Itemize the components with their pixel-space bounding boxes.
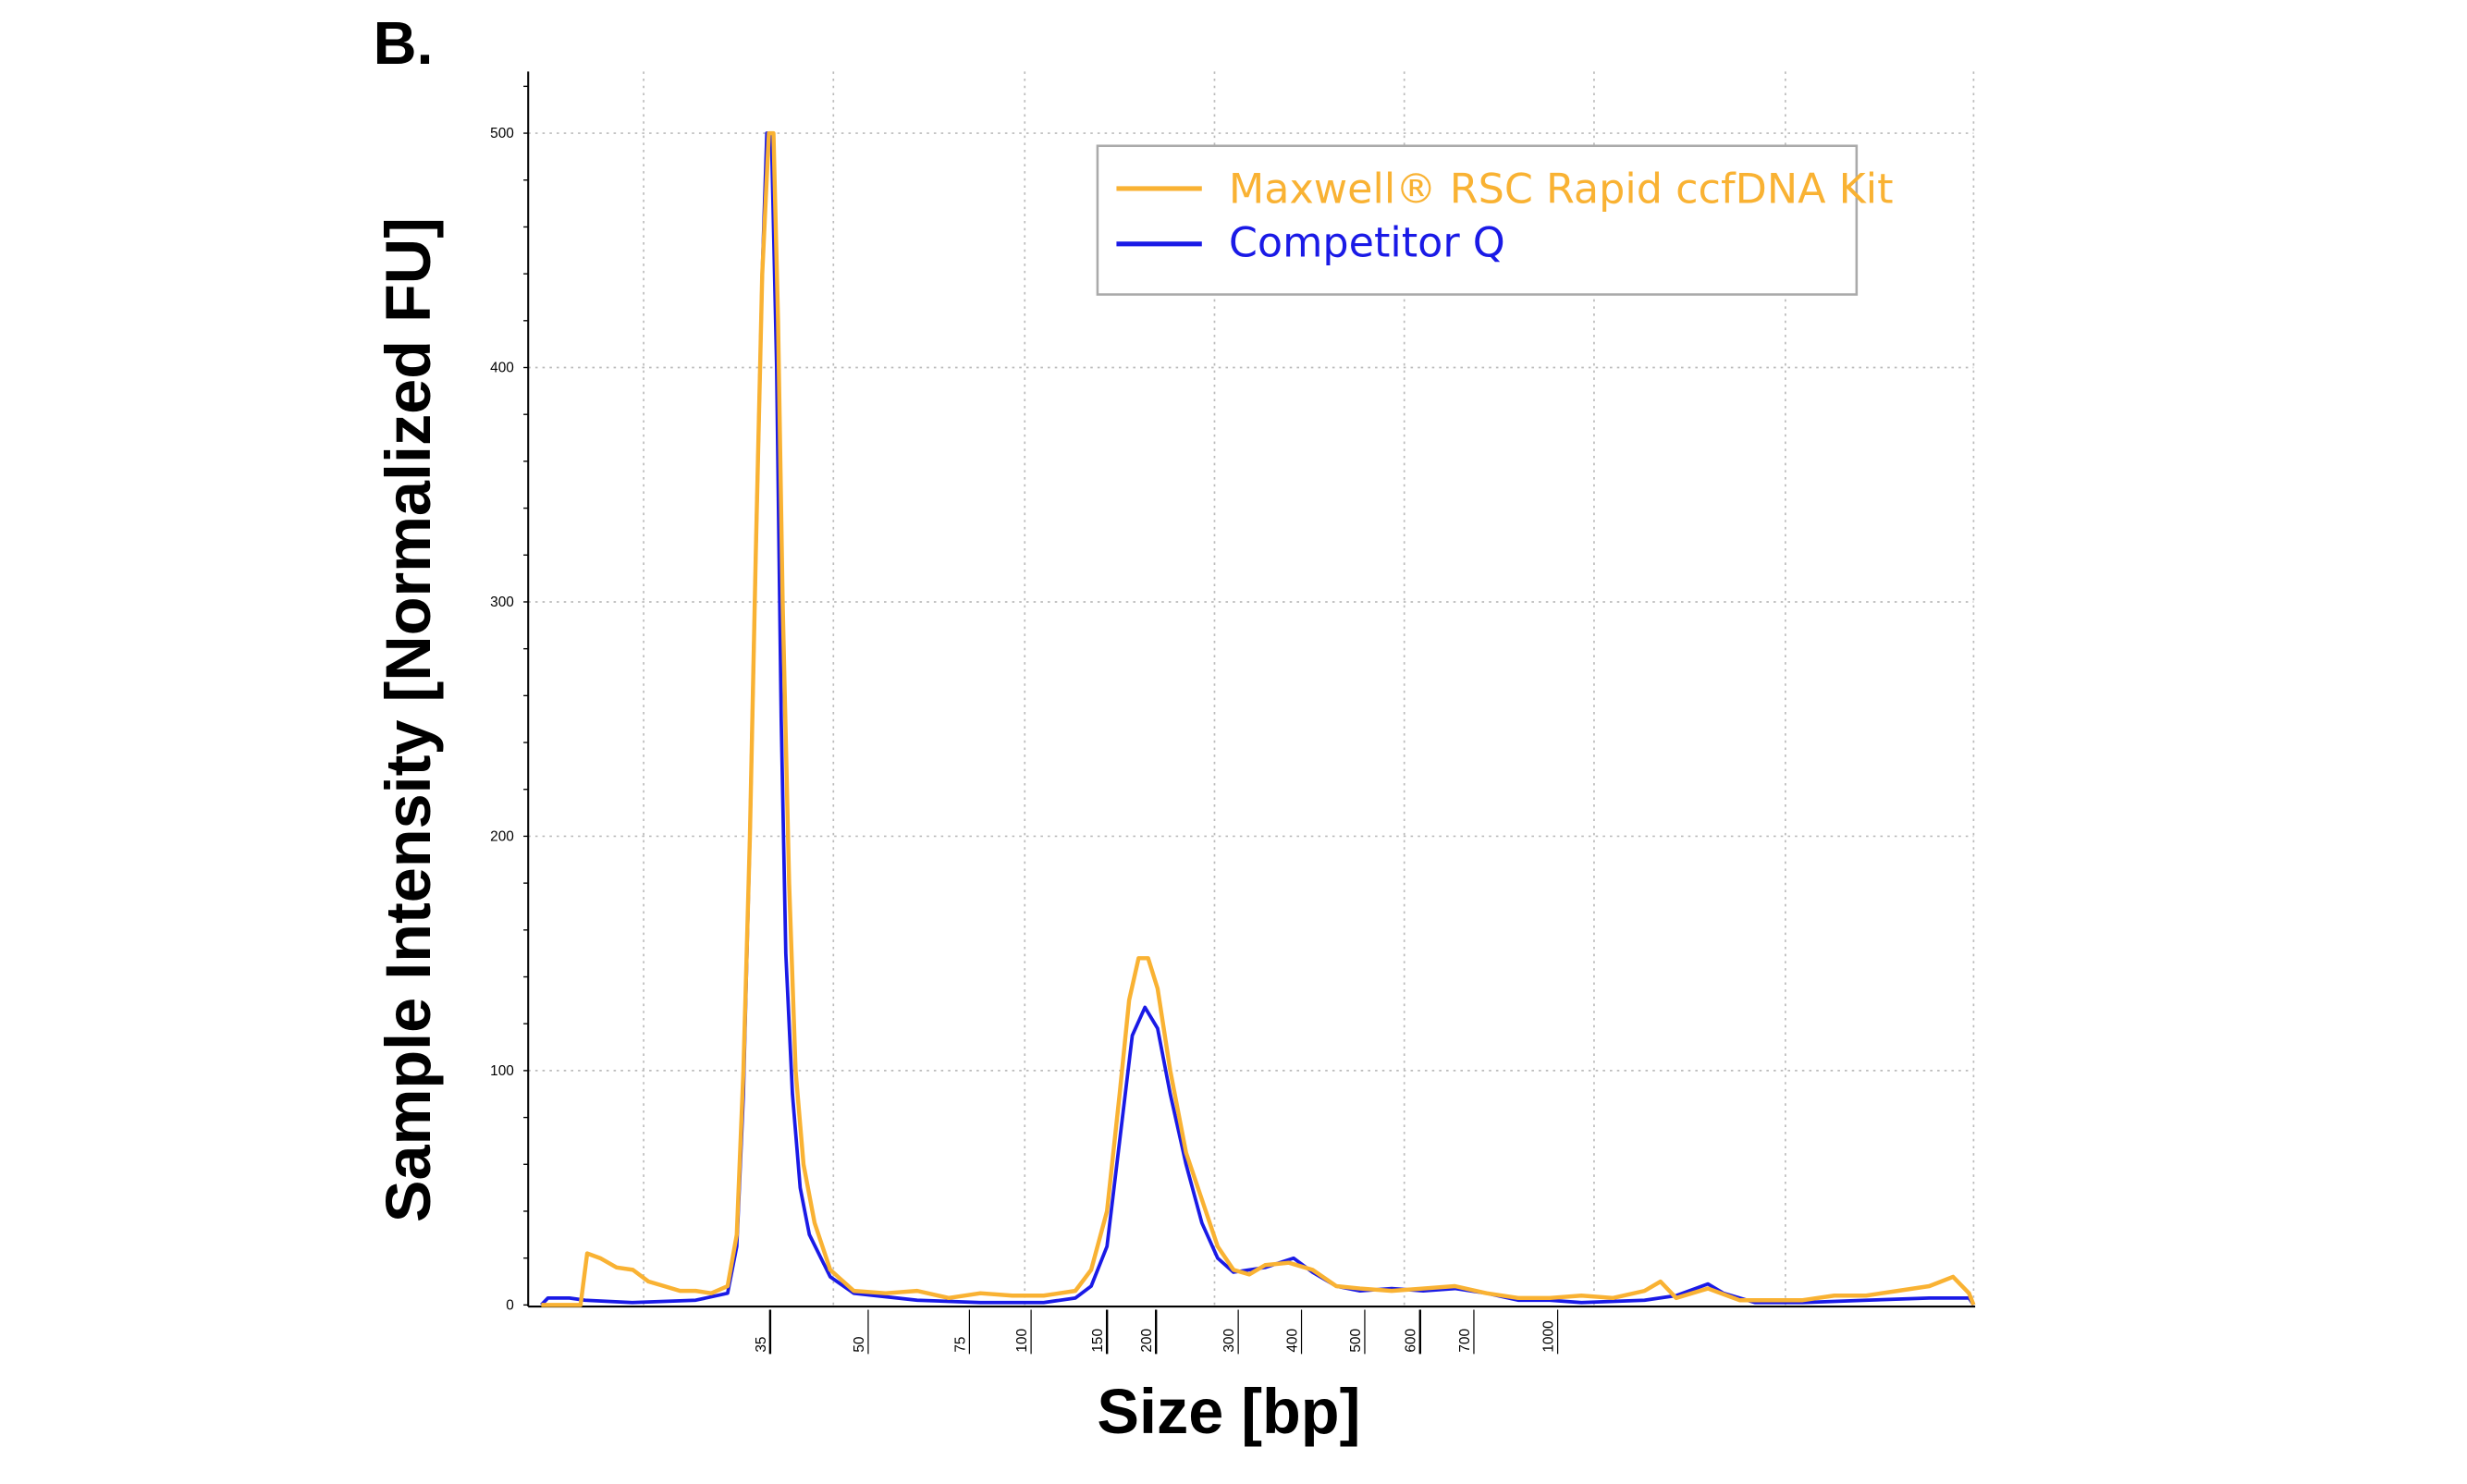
x-tick-label: 1000 <box>1540 1320 1556 1352</box>
legend-label-maxwell: Maxwell® RSC Rapid ccfDNA Kit <box>1229 166 1894 213</box>
y-tick-label: 0 <box>506 1297 514 1313</box>
legend-label-competitor: Competitor Q <box>1229 219 1505 266</box>
x-tick-label: 35 <box>754 1337 769 1353</box>
x-tick-label: 300 <box>1221 1329 1237 1353</box>
legend-box <box>1096 144 1859 296</box>
y-tick-label: 200 <box>490 829 514 845</box>
axes <box>527 71 1976 1308</box>
x-tick-label: 200 <box>1139 1329 1155 1353</box>
y-ticks: 0 100 200 300 400 500 <box>490 85 529 1313</box>
y-tick-label: 300 <box>490 595 514 610</box>
legend: Maxwell® RSC Rapid ccfDNA Kit Competitor… <box>1096 144 1894 296</box>
x-tick-label: 700 <box>1457 1329 1473 1353</box>
panel-label: B. <box>374 9 434 77</box>
x-tick-label: 75 <box>952 1337 968 1353</box>
series-line-maxwell <box>541 130 1976 1307</box>
series-line-competitor <box>540 131 1975 1306</box>
x-tick-label: 600 <box>1404 1329 1419 1353</box>
x-axis-label: Size [bp] <box>1097 1377 1360 1447</box>
y-tick-label: 500 <box>490 126 514 141</box>
y-tick-label: 100 <box>490 1063 514 1079</box>
x-tick-label: 400 <box>1284 1329 1300 1353</box>
y-tick-label: 400 <box>490 361 514 376</box>
x-tick-label: 100 <box>1014 1329 1030 1353</box>
y-axis-label: Sample Intensity [Normalized FU] <box>374 217 444 1222</box>
x-ticks: 35 50 75 100 150 200 300 400 500 600 700 1000 <box>754 1309 1559 1355</box>
x-tick-label: 50 <box>852 1337 867 1353</box>
x-tick-label: 500 <box>1348 1329 1364 1353</box>
gridlines <box>528 71 1975 1306</box>
x-tick-label: 150 <box>1090 1329 1106 1353</box>
series-lines <box>540 130 1976 1307</box>
